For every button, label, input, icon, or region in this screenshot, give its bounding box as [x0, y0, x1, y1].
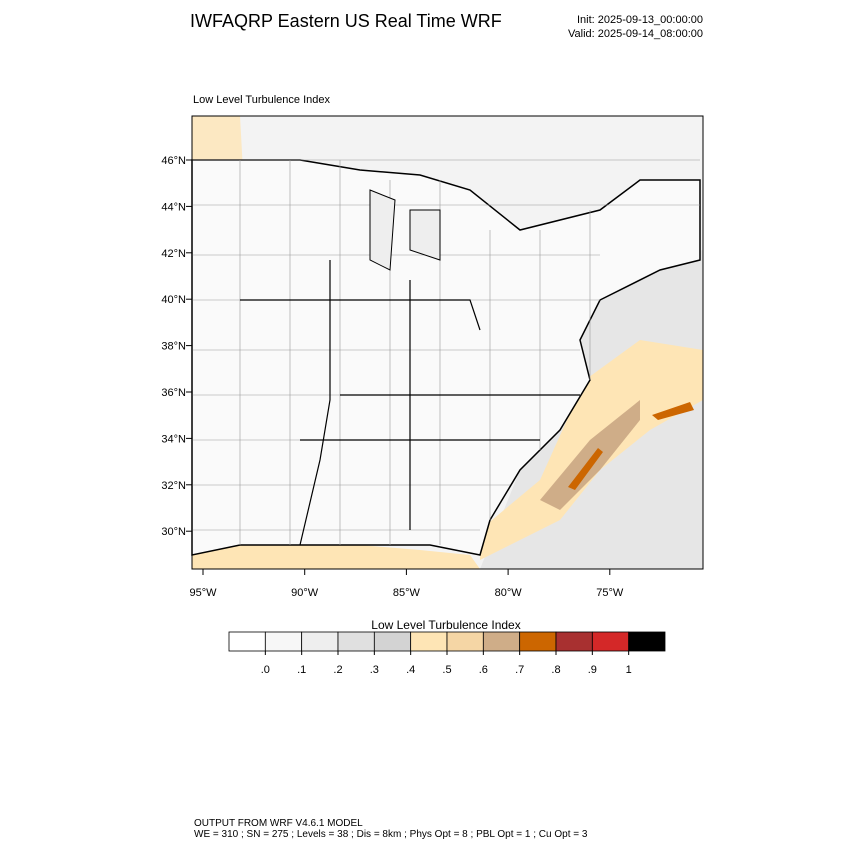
colorbar-tick-label: .0 — [261, 664, 270, 676]
title: IWFAQRP Eastern US Real Time WRF — [190, 11, 502, 31]
land — [191, 159, 701, 556]
colorbar-tick-label: .6 — [479, 664, 488, 676]
lat-label: 40°N — [161, 294, 186, 306]
lon-label: 85°W — [393, 587, 421, 599]
lat-label: 30°N — [161, 526, 186, 538]
colorbar-box — [446, 631, 484, 652]
map-frame — [191, 115, 704, 570]
colorbar-tick-label: .7 — [515, 664, 524, 676]
colorbar-box — [628, 631, 666, 652]
colorbar-box — [555, 631, 593, 652]
colorbar-box — [264, 631, 303, 652]
state-lines — [240, 260, 580, 546]
great-lakes — [369, 189, 441, 271]
lon-label: 80°W — [495, 587, 523, 599]
lat-label: 34°N — [161, 433, 186, 445]
ocean-turbulence-high — [540, 400, 640, 510]
lon-label: 90°W — [291, 587, 319, 599]
footer-model: OUTPUT FROM WRF V4.6.1 MODEL — [194, 818, 363, 829]
lat-label: 38°N — [161, 341, 186, 353]
colorbar-tick-label: 1 — [626, 664, 632, 676]
colorbar-box — [519, 631, 557, 652]
colorbar-tick-label: .9 — [588, 664, 597, 676]
valid-time: Valid: 2025-09-14_08:00:00 — [568, 28, 703, 40]
colorbar-tick-label: .4 — [406, 664, 415, 676]
colorbar-tick-label: .8 — [551, 664, 560, 676]
colorbar-box — [337, 631, 375, 652]
gulf-turbulence — [192, 540, 480, 569]
map-title: Low Level Turbulence Index — [193, 94, 330, 106]
colorbar-box — [228, 631, 266, 652]
colorbar-tick-label: .2 — [333, 664, 342, 676]
colorbar-tick-label: .3 — [370, 664, 379, 676]
init-time: Init: 2025-09-13_00:00:00 — [577, 14, 703, 26]
ocean-turbulence-peak — [568, 448, 603, 490]
lat-label: 36°N — [161, 387, 186, 399]
lat-label: 42°N — [161, 248, 186, 260]
colorbar-box — [591, 631, 630, 652]
colorbar-tick-label: .5 — [442, 664, 451, 676]
footer-settings: WE = 310 ; SN = 275 ; Levels = 38 ; Dis … — [194, 829, 588, 840]
colorbar-box — [410, 631, 448, 652]
colorbar-tick-label: .1 — [297, 664, 306, 676]
lat-label: 44°N — [161, 201, 186, 213]
ocean-turbulence-peak — [652, 402, 694, 420]
lat-label: 32°N — [161, 480, 186, 492]
colorbar-box — [301, 631, 339, 652]
colorbar-title: Low Level Turbulence Index — [371, 618, 520, 632]
lon-label: 95°W — [189, 587, 217, 599]
colorbar-box — [373, 631, 412, 652]
lat-label: 46°N — [161, 155, 186, 167]
lon-label: 75°W — [596, 587, 624, 599]
map — [191, 115, 704, 570]
colorbar-box — [482, 631, 521, 652]
